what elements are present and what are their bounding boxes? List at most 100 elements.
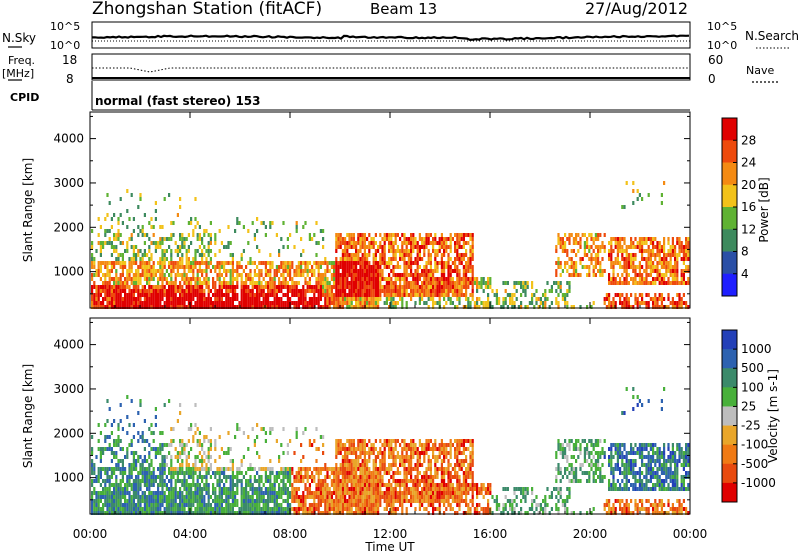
velocity-cell	[168, 451, 171, 455]
velocity-cell	[106, 479, 109, 483]
velocity-cell	[130, 487, 133, 491]
power-cell	[146, 269, 149, 273]
velocity-cell	[150, 495, 153, 499]
power-cell	[196, 293, 199, 297]
power-cell	[663, 257, 666, 261]
power-cell	[135, 301, 138, 305]
power-cell	[427, 253, 430, 257]
power-cell	[568, 265, 571, 269]
power-cell	[102, 273, 105, 277]
power-cell	[337, 293, 340, 297]
velocity-cell	[196, 475, 199, 479]
velocity-cell	[295, 471, 298, 475]
velocity-cell	[91, 491, 94, 495]
power-cell	[115, 285, 118, 289]
velocity-cell	[126, 511, 129, 515]
velocity-cell	[359, 487, 362, 491]
velocity-cell	[119, 503, 122, 507]
power-cell	[117, 233, 120, 237]
power-cell	[568, 237, 571, 241]
power-cell	[454, 265, 457, 269]
power-cell	[245, 305, 248, 309]
power-cell	[203, 269, 206, 273]
power-cell	[654, 265, 657, 269]
velocity-cell	[157, 507, 160, 511]
velocity-cell	[359, 479, 362, 483]
power-cell	[641, 281, 644, 285]
velocity-cell	[251, 427, 254, 431]
power-cell	[630, 241, 633, 245]
velocity-cell	[106, 495, 109, 499]
power-cell	[425, 293, 428, 297]
velocity-cell	[196, 495, 199, 499]
power-cell	[150, 217, 153, 221]
power-cell	[412, 237, 415, 241]
velocity-cell	[126, 475, 129, 479]
power-cell	[253, 297, 256, 301]
velocity-cell	[366, 475, 369, 479]
power-cell	[207, 285, 210, 289]
power-cell	[669, 261, 672, 265]
velocity-cell	[370, 447, 373, 451]
power-cell	[229, 261, 232, 265]
velocity-cell	[335, 463, 338, 467]
power-cell	[249, 257, 252, 261]
power-cell	[645, 257, 648, 261]
power-cell	[372, 241, 375, 245]
velocity-cell	[284, 475, 287, 479]
power-cell	[326, 277, 329, 281]
velocity-cell	[159, 511, 162, 515]
velocity-cell	[390, 447, 393, 451]
power-cell	[511, 297, 514, 301]
power-cell	[612, 281, 615, 285]
power-cell	[339, 245, 342, 249]
power-cell	[425, 273, 428, 277]
velocity-cell	[117, 503, 120, 507]
velocity-cell	[341, 459, 344, 463]
velocity-cell	[394, 463, 397, 467]
power-cell	[405, 281, 408, 285]
power-cell	[366, 305, 369, 309]
velocity-cell	[143, 507, 146, 511]
velocity-cell	[388, 471, 391, 475]
power-cell	[238, 301, 241, 305]
power-cell	[559, 281, 562, 285]
power-cell	[531, 281, 534, 285]
velocity-cell	[289, 467, 292, 471]
velocity-cell	[165, 511, 168, 515]
power-cell	[203, 245, 206, 249]
velocity-cell	[126, 507, 129, 511]
power-cell	[231, 301, 234, 305]
power-cell	[414, 237, 417, 241]
velocity-cell	[187, 467, 190, 471]
power-cell	[674, 281, 677, 285]
power-cell	[165, 293, 168, 297]
power-cell	[214, 297, 217, 301]
power-cell	[544, 289, 547, 293]
power-cell	[251, 285, 254, 289]
power-cell	[495, 301, 498, 305]
velocity-cell	[311, 479, 314, 483]
velocity-cell	[370, 511, 373, 515]
velocity-cell	[344, 479, 347, 483]
velocity-cell	[225, 475, 228, 479]
power-cell	[438, 297, 441, 301]
power-cell	[471, 277, 474, 281]
power-cell	[348, 245, 351, 249]
power-cell	[511, 301, 514, 305]
power-cell	[652, 241, 655, 245]
velocity-cell	[137, 431, 140, 435]
velocity-cell	[313, 491, 316, 495]
power-cell	[297, 281, 300, 285]
velocity-cell	[104, 487, 107, 491]
velocity-cell	[273, 511, 276, 515]
power-cell	[95, 301, 98, 305]
power-cell	[97, 269, 100, 273]
power-cell	[632, 277, 635, 281]
velocity-cell	[394, 507, 397, 511]
power-cell	[157, 289, 160, 293]
velocity-cell	[146, 495, 149, 499]
power-cell	[410, 261, 413, 265]
power-cell	[337, 245, 340, 249]
power-cell	[625, 249, 628, 253]
